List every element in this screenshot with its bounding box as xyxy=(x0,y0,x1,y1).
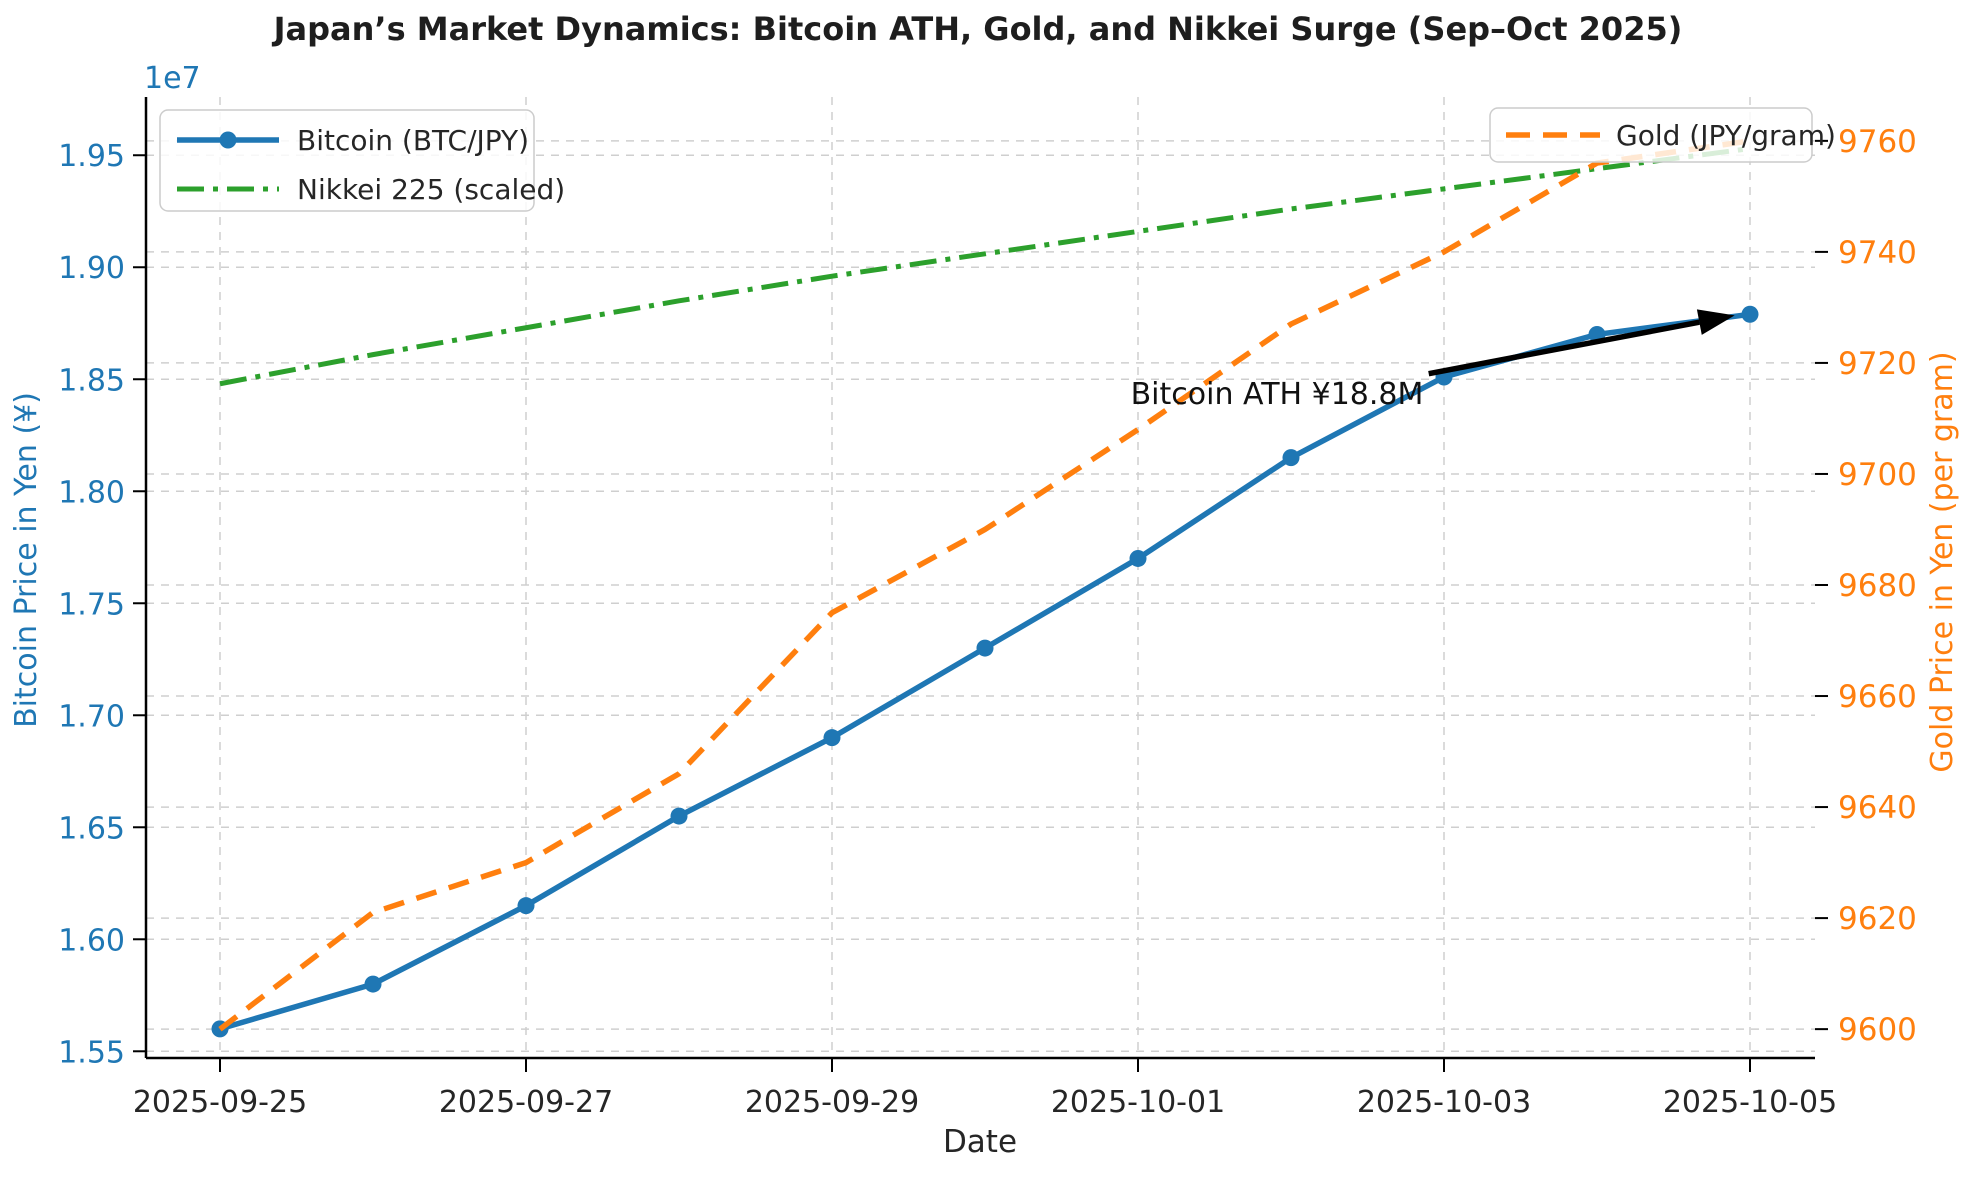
x-tick-label: 2025-09-29 xyxy=(745,1085,919,1120)
y-left-tick-label: 1.95 xyxy=(58,139,125,174)
bitcoin-data-marker xyxy=(670,807,688,825)
y-right-tick-label: 9660 xyxy=(1838,679,1917,715)
annotation-arrow-shaft xyxy=(1428,319,1700,377)
y-left-tick-label: 1.85 xyxy=(58,363,125,398)
bitcoin-data-marker xyxy=(517,897,535,915)
y-left-tick-label: 1.65 xyxy=(58,811,125,846)
bitcoin-data-marker xyxy=(976,639,994,657)
legend-bitcoin-label: Bitcoin (BTC/JPY) xyxy=(297,124,529,157)
grid-layer xyxy=(146,97,1815,1058)
legend-gold-label: Gold (JPY/gram) xyxy=(1616,119,1836,152)
legend-nikkei-label: Nikkei 225 (scaled) xyxy=(297,173,565,206)
y-right-tick-label: 9640 xyxy=(1838,790,1917,826)
bitcoin-btc-jpy--line xyxy=(219,311,1751,1032)
y-left-tick-label: 1.80 xyxy=(58,475,125,510)
y-left-tick-label: 1.60 xyxy=(58,923,125,958)
legend-right: Gold (JPY/gram) xyxy=(1489,107,1836,163)
y-left-tick-label: 1.70 xyxy=(58,699,125,734)
y-right-tick-label: 9620 xyxy=(1838,901,1917,937)
legend-right-box xyxy=(1489,107,1813,163)
y-left-tick-label: 1.75 xyxy=(58,587,125,622)
gold-jpy-gram--line xyxy=(218,138,1751,1032)
legend-left-box xyxy=(159,109,535,212)
y-left-axis-title: Bitcoin Price in Yen (¥) xyxy=(9,392,44,728)
legend-left: Bitcoin (BTC/JPY) Nikkei 225 (scaled) xyxy=(159,109,565,212)
bitcoin-data-marker xyxy=(364,975,382,993)
nikkei-225-scaled--line xyxy=(219,146,1751,387)
bitcoin-data-marker xyxy=(1282,449,1300,467)
bitcoin-data-marker xyxy=(823,729,841,747)
bitcoin-data-marker xyxy=(1129,549,1147,567)
annotation-arrow-head xyxy=(1696,309,1735,335)
y-right-tick-label: 9760 xyxy=(1838,124,1917,160)
y-left-offset-text: 1e7 xyxy=(144,61,201,96)
annotation-arrow-layer xyxy=(1428,309,1735,377)
y-left-tick-label: 1.90 xyxy=(58,251,125,286)
y-right-tick-label: 9740 xyxy=(1838,235,1917,271)
x-tick-label: 2025-09-27 xyxy=(439,1085,613,1120)
axes-layer: 1.55 1.60 1.65 1.70 1.75 1.80 1.85 1.90 1.95 9600… xyxy=(58,97,1917,1120)
bitcoin-data-marker xyxy=(1741,305,1759,323)
legend-bitcoin-marker-sample xyxy=(219,131,237,149)
chart-title: Japan’s Market Dynamics: Bitcoin ATH, Go… xyxy=(272,10,1683,48)
x-tick-label: 2025-09-25 xyxy=(133,1085,307,1120)
x-tick-label: 2025-10-03 xyxy=(1357,1085,1531,1120)
x-axis-title: Date xyxy=(943,1124,1017,1160)
y-right-axis-title: Gold Price in Yen (per gram) xyxy=(1925,351,1960,772)
y-right-tick-label: 9680 xyxy=(1838,568,1917,604)
y-right-tick-label: 9700 xyxy=(1838,457,1917,493)
y-right-tick-label: 9720 xyxy=(1838,346,1917,382)
x-tick-label: 2025-10-01 xyxy=(1051,1085,1225,1120)
y-left-tick-label: 1.55 xyxy=(58,1035,125,1070)
annotation-text: Bitcoin ATH ¥18.8M xyxy=(1131,377,1424,412)
y-right-tick-label: 9600 xyxy=(1838,1012,1917,1048)
series-layer xyxy=(211,138,1759,1038)
x-tick-label: 2025-10-05 xyxy=(1663,1085,1837,1120)
